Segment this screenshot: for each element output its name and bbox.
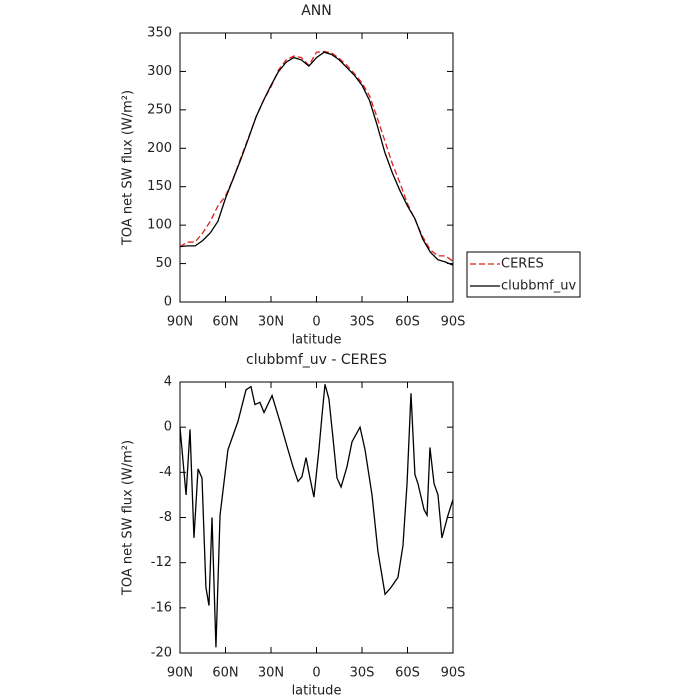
y-tick-label: 350: [147, 26, 172, 41]
x-tick-label: 60S: [395, 315, 420, 330]
x-tick-label: 90N: [167, 315, 193, 330]
x-tick-label: 0: [312, 315, 320, 330]
y-tick-label: -12: [151, 555, 172, 570]
plot-frame: [179, 32, 454, 303]
y-tick-label: 50: [155, 256, 172, 271]
x-tick-label: 90S: [441, 315, 466, 330]
y-tick-label: 150: [147, 179, 172, 194]
x-tick-label: 90S: [441, 666, 466, 681]
x-axis-label: latitude: [292, 684, 342, 699]
x-tick-label: 30N: [258, 666, 284, 681]
x-tick-label: 60S: [395, 666, 420, 681]
x-tick-label: 90N: [167, 666, 193, 681]
y-tick-label: -8: [159, 510, 172, 525]
y-tick-label: -4: [159, 465, 172, 480]
legend-box: [466, 251, 581, 298]
x-tick-label: 30S: [350, 315, 375, 330]
chart-title: ANN: [301, 3, 332, 19]
data-line: [179, 50, 454, 262]
y-tick-label: 0: [164, 295, 172, 310]
x-tick-label: 30N: [258, 315, 284, 330]
y-tick-label: 200: [147, 141, 172, 156]
legend-label: CERES: [501, 257, 544, 272]
y-tick-label: 100: [147, 218, 172, 233]
y-tick-label: 300: [147, 64, 172, 79]
x-tick-label: 0: [312, 666, 320, 681]
y-tick-label: -20: [151, 646, 172, 661]
y-tick-label: -16: [151, 600, 172, 615]
x-tick-label: 60N: [212, 666, 238, 681]
chart-title: clubbmf_uv - CERES: [246, 352, 387, 368]
data-line: [179, 384, 454, 648]
y-tick-label: 4: [164, 375, 172, 390]
x-tick-label: 60N: [212, 315, 238, 330]
y-axis-label: TOA net SW flux (W/m²): [121, 90, 136, 246]
x-axis-label: latitude: [292, 333, 342, 348]
x-tick-label: 30S: [350, 666, 375, 681]
legend-label: clubbmf_uv: [501, 279, 576, 294]
y-axis-label: TOA net SW flux (W/m²): [121, 440, 136, 596]
data-line: [179, 51, 454, 266]
y-tick-label: 250: [147, 102, 172, 117]
y-tick-label: 0: [164, 420, 172, 435]
